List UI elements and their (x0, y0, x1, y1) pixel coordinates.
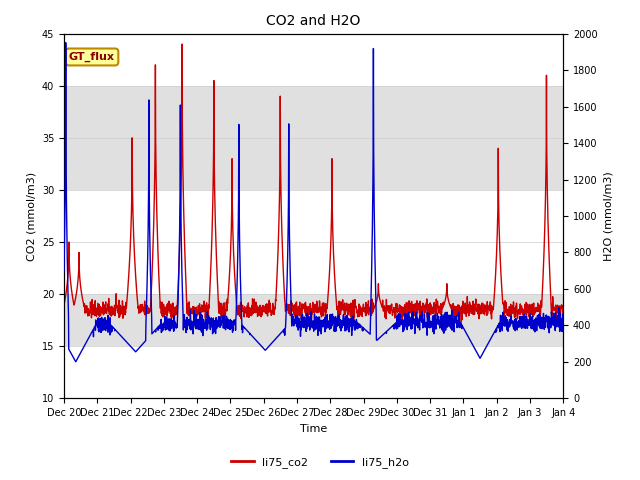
Title: CO2 and H2O: CO2 and H2O (266, 14, 361, 28)
Y-axis label: CO2 (mmol/m3): CO2 (mmol/m3) (26, 171, 36, 261)
Bar (64, 294, 563, 346)
Legend: li75_co2, li75_h2o: li75_co2, li75_h2o (227, 452, 413, 472)
Text: GT_flux: GT_flux (69, 52, 115, 62)
Y-axis label: H2O (mmol/m3): H2O (mmol/m3) (603, 171, 613, 261)
X-axis label: Time: Time (300, 424, 327, 433)
Bar (64, 86, 563, 190)
